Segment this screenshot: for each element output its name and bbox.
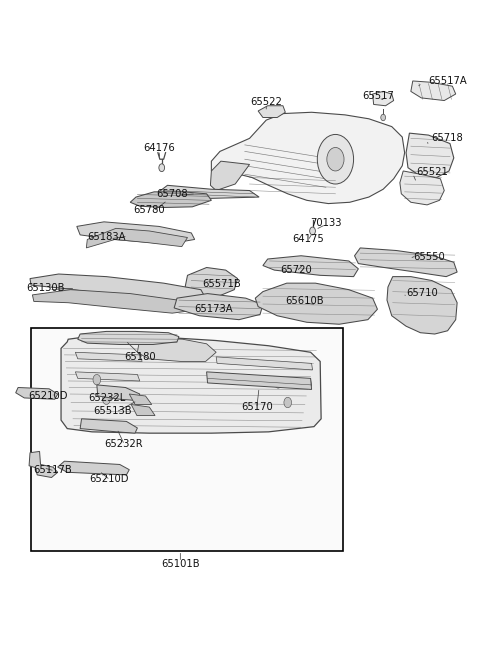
Circle shape — [103, 394, 110, 404]
Text: 64175: 64175 — [292, 234, 324, 244]
Circle shape — [317, 134, 354, 184]
Text: 65232R: 65232R — [104, 439, 143, 449]
Polygon shape — [211, 112, 405, 204]
Polygon shape — [355, 248, 457, 276]
Polygon shape — [80, 419, 137, 433]
Text: 65513B: 65513B — [93, 406, 132, 416]
Circle shape — [93, 375, 101, 385]
Text: 65521: 65521 — [417, 167, 448, 178]
Text: 65710: 65710 — [406, 288, 438, 298]
Polygon shape — [130, 192, 211, 208]
Polygon shape — [16, 388, 58, 400]
Text: 65517: 65517 — [362, 91, 395, 101]
Text: 70133: 70133 — [310, 218, 342, 228]
Polygon shape — [400, 171, 444, 205]
Polygon shape — [185, 267, 238, 296]
Text: 65210D: 65210D — [89, 474, 129, 484]
Text: 65130B: 65130B — [26, 284, 64, 293]
Polygon shape — [206, 372, 312, 390]
Polygon shape — [159, 185, 259, 198]
Text: 65232L: 65232L — [89, 393, 126, 403]
Text: 65708: 65708 — [156, 189, 188, 199]
Text: 65517A: 65517A — [429, 76, 467, 86]
Polygon shape — [33, 290, 202, 313]
Circle shape — [327, 147, 344, 171]
Polygon shape — [411, 81, 456, 100]
Text: 65720: 65720 — [280, 265, 312, 275]
Polygon shape — [387, 276, 457, 334]
Polygon shape — [210, 161, 250, 191]
Text: 65571B: 65571B — [203, 280, 241, 290]
Polygon shape — [406, 133, 454, 178]
Circle shape — [284, 398, 291, 407]
Polygon shape — [75, 372, 140, 381]
Polygon shape — [258, 105, 285, 117]
Text: 65183A: 65183A — [87, 233, 126, 242]
Text: 64176: 64176 — [143, 143, 175, 153]
Circle shape — [310, 227, 315, 235]
Polygon shape — [97, 385, 140, 401]
Text: 65610B: 65610B — [285, 297, 324, 307]
Polygon shape — [58, 461, 129, 475]
Polygon shape — [29, 451, 58, 477]
Circle shape — [275, 378, 282, 388]
Text: 65173A: 65173A — [194, 304, 233, 314]
Bar — [31, 328, 343, 551]
Polygon shape — [30, 274, 205, 301]
Text: 65550: 65550 — [413, 252, 444, 262]
Polygon shape — [255, 283, 377, 324]
Polygon shape — [131, 404, 155, 415]
Text: 65780: 65780 — [133, 205, 165, 215]
Polygon shape — [137, 337, 216, 362]
Text: 65180: 65180 — [124, 352, 156, 362]
Text: 65718: 65718 — [431, 134, 463, 143]
Polygon shape — [263, 255, 359, 276]
Polygon shape — [77, 222, 195, 244]
Text: 65117B: 65117B — [34, 464, 72, 475]
Polygon shape — [75, 352, 142, 362]
Polygon shape — [78, 331, 179, 345]
Text: 65170: 65170 — [241, 402, 273, 412]
Text: 65522: 65522 — [250, 98, 282, 107]
Polygon shape — [216, 357, 312, 370]
Polygon shape — [129, 394, 152, 404]
Text: 65101B: 65101B — [161, 559, 200, 569]
Polygon shape — [174, 293, 263, 320]
Polygon shape — [86, 229, 188, 248]
Circle shape — [159, 164, 165, 172]
Circle shape — [381, 114, 385, 121]
Polygon shape — [372, 92, 394, 105]
Text: 65210D: 65210D — [28, 391, 68, 401]
Polygon shape — [216, 373, 312, 386]
Polygon shape — [61, 335, 321, 433]
